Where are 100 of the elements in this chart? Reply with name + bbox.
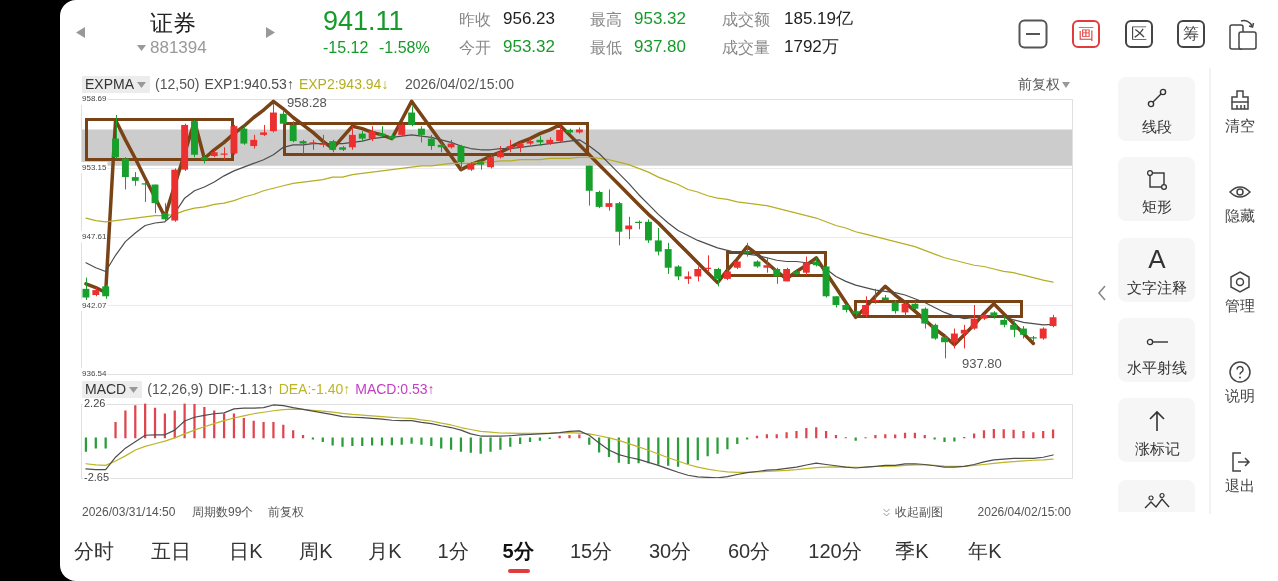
y-tick-label: 953.15 (82, 162, 108, 172)
text: 881394 (150, 38, 207, 58)
candlestick (408, 105, 416, 127)
bar (1032, 432, 1035, 439)
text: 年K (968, 539, 1002, 563)
text: 60分 (727, 539, 771, 563)
series-label: DEA:-1.40↑ (278, 381, 351, 398)
bar (341, 437, 344, 447)
text: 956.23 (503, 9, 555, 29)
bar (568, 434, 571, 439)
text: -15.12 (323, 38, 369, 57)
text: (12,26,9) (147, 381, 204, 398)
text: 今开 (459, 38, 491, 57)
bar (420, 437, 423, 445)
candlestick (654, 227, 662, 256)
candlestick (862, 295, 870, 318)
bar (114, 422, 117, 439)
candlestick (348, 125, 356, 151)
y-tick-label: 942.07 (82, 300, 108, 310)
candlestick (289, 120, 297, 143)
bar (489, 437, 492, 452)
text: 涨标记 (1134, 440, 1180, 458)
bar (410, 437, 413, 444)
candlestick (112, 114, 119, 159)
text: 953.32 (503, 37, 555, 57)
annotation: 937.80 (962, 356, 1002, 372)
text: 937.80 (634, 37, 686, 57)
series-label: DIF:-1.13↑ (208, 381, 274, 398)
candlestick (645, 218, 652, 244)
text: 证券 (150, 9, 196, 37)
candlestick (605, 189, 613, 212)
bar (716, 437, 719, 454)
dropdown-button: MACD (82, 381, 143, 398)
bar (726, 437, 729, 450)
candlestick (950, 328, 958, 349)
text: 5分 (502, 539, 534, 563)
bar (183, 403, 186, 439)
bar (1002, 429, 1005, 439)
text: 说明 (1225, 387, 1255, 405)
text: 线段 (1142, 118, 1172, 136)
candlestick (664, 242, 672, 275)
candlestick (269, 103, 277, 133)
bar (1012, 429, 1015, 439)
text: 收起副图 (895, 505, 943, 520)
bar (351, 437, 354, 446)
text: 分时 (74, 539, 114, 563)
text: 前复权 (268, 505, 304, 520)
text: 清空 (1225, 117, 1255, 135)
candlestick (121, 156, 129, 191)
text: 矩形 (1142, 198, 1172, 216)
text: EXP2:943.94↓ (298, 76, 389, 93)
y-tick-label: 936.54 (82, 369, 108, 379)
text: 筹 (1177, 20, 1205, 48)
text: 月K (368, 539, 402, 563)
bar (874, 434, 877, 439)
bar (953, 437, 956, 442)
text: 水平射线 (1127, 359, 1187, 377)
bar (193, 403, 196, 439)
text: A (1148, 244, 1166, 275)
y-tick-label: 2.26 (84, 396, 106, 409)
text: 成交额 (722, 10, 770, 29)
text: 最低 (590, 38, 622, 57)
text: 文字注释 (1127, 279, 1187, 297)
bar (785, 432, 788, 439)
text: -1.58% (379, 38, 430, 57)
text: 2026/03/31/14:50 (82, 505, 176, 520)
text: 日K (229, 539, 263, 563)
text: 画 (1072, 20, 1100, 48)
bar (943, 437, 946, 443)
text: MACD:0.53↑ (355, 381, 435, 398)
y-tick-label: 958.69 (82, 94, 108, 104)
text: 953.32 (634, 9, 686, 29)
text: 941.11 (323, 5, 404, 37)
text: 区 (1125, 20, 1153, 48)
bar (795, 431, 798, 439)
text: 最高 (590, 10, 622, 29)
text: 30分 (648, 539, 692, 563)
candlestick (141, 180, 149, 203)
text: 昨收 (459, 10, 491, 29)
candlestick (457, 144, 465, 171)
text: 1792万 (784, 37, 839, 57)
text: 季K (895, 539, 929, 563)
annotation: 958.28 (287, 95, 327, 111)
text: 成交量 (722, 38, 770, 57)
bar (272, 422, 275, 439)
text: 1分 (437, 539, 469, 563)
text: 周K (299, 539, 333, 563)
y-tick-label: 947.61 (82, 231, 108, 241)
text: (12,50) (155, 76, 200, 93)
candlestick (240, 125, 248, 146)
bar (262, 422, 265, 439)
text: 五日 (151, 539, 191, 563)
bar (578, 434, 581, 439)
text: EXP1:940.53↑ (204, 76, 294, 93)
text: 2026/04/02/15:00 (405, 76, 514, 93)
bar (894, 434, 897, 439)
candlestick (970, 304, 978, 331)
candlestick (82, 277, 90, 301)
candlestick (941, 334, 948, 359)
candlestick (802, 256, 810, 276)
